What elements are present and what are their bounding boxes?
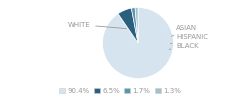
- Text: WHITE: WHITE: [67, 22, 126, 29]
- Wedge shape: [131, 8, 138, 43]
- Text: BLACK: BLACK: [169, 43, 199, 49]
- Wedge shape: [135, 8, 138, 43]
- Wedge shape: [118, 8, 138, 43]
- Wedge shape: [102, 8, 174, 79]
- Legend: 90.4%, 6.5%, 1.7%, 1.3%: 90.4%, 6.5%, 1.7%, 1.3%: [56, 85, 184, 96]
- Text: HISPANIC: HISPANIC: [171, 34, 208, 44]
- Text: ASIAN: ASIAN: [172, 25, 198, 36]
